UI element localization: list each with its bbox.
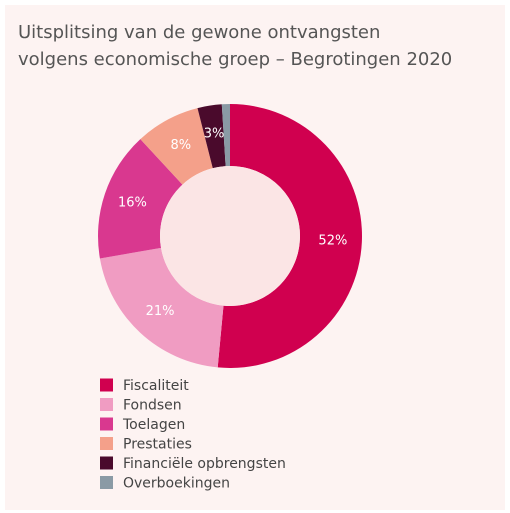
data-label: 8% [171, 138, 192, 153]
legend-swatch [100, 476, 113, 489]
donut-slice [221, 104, 230, 167]
legend-label: Financiële opbrengsten [123, 456, 286, 472]
chart-panel: Uitsplitsing van de gewone ontvangsten v… [5, 5, 505, 510]
legend-swatch [100, 417, 113, 431]
chart-title: Uitsplitsing van de gewone ontvangsten v… [18, 22, 453, 70]
legend-label: Toelagen [122, 417, 185, 433]
data-label: 21% [146, 304, 175, 319]
legend-label: Fiscaliteit [123, 378, 189, 394]
legend-swatch [100, 456, 113, 470]
legend-label: Prestaties [123, 437, 192, 453]
legend-swatch [100, 378, 113, 392]
donut-slice [140, 108, 213, 185]
donut-slice [197, 104, 226, 169]
donut-slice [98, 139, 183, 259]
legend-swatch [100, 398, 113, 411]
donut-slice [217, 104, 362, 368]
legend-label: Overboekingen [123, 476, 230, 492]
legend-label: Fondsen [123, 398, 182, 414]
legend-swatch [100, 437, 113, 450]
data-label: 3% [204, 127, 225, 142]
donut-hole [160, 166, 300, 306]
donut-slice [99, 247, 224, 368]
data-label: 52% [318, 233, 347, 248]
data-label: 16% [118, 195, 147, 210]
